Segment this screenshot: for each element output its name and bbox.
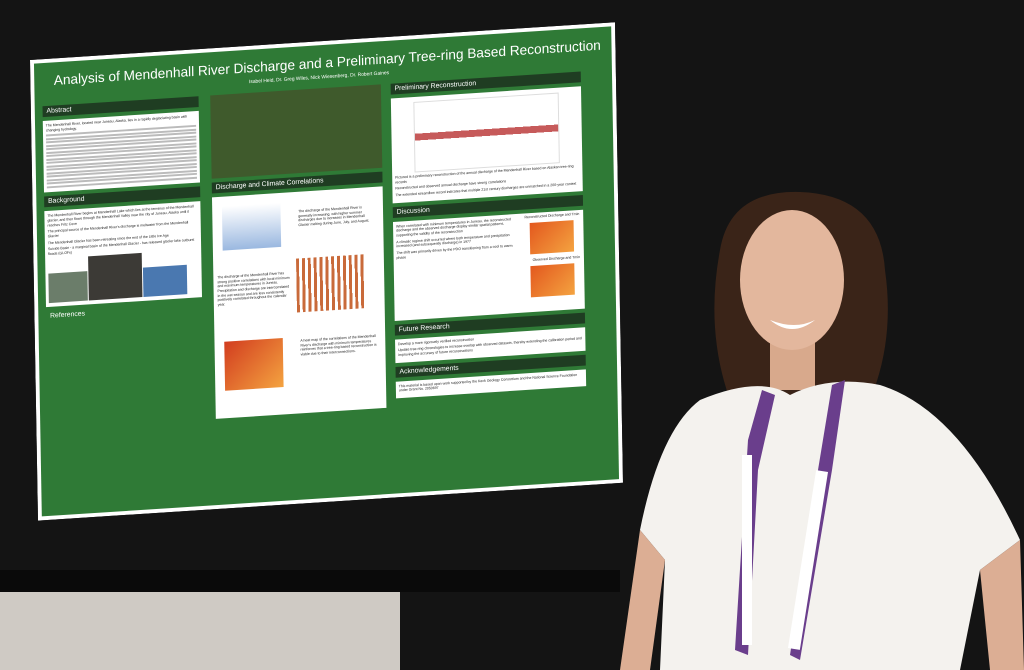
column: Discharge and Climate Correlations The d… xyxy=(210,84,387,419)
column: Preliminary Reconstruction Pictured is a… xyxy=(390,71,587,399)
board-edge xyxy=(0,570,620,592)
smile xyxy=(770,320,815,329)
column: Abstract The Mendenhall River, located n… xyxy=(42,96,203,322)
lanyard-white xyxy=(787,470,829,650)
background: The Mendenhall River begins at Mendenhal… xyxy=(44,201,203,308)
text: The discharge of the Mendenhall River ha… xyxy=(217,271,290,307)
poster-object: Analysis of Mendenhall River Discharge a… xyxy=(30,22,623,521)
map-label: Observed Discharge and Tmin xyxy=(532,254,581,262)
poster-group: Analysis of Mendenhall River Discharge a… xyxy=(30,22,623,521)
face xyxy=(740,210,844,350)
discussion: Reconstructed Discharge and Tmin Observe… xyxy=(392,209,585,321)
arm xyxy=(980,540,1024,670)
forest-photo xyxy=(210,84,383,179)
photos xyxy=(48,249,199,304)
poster: Analysis of Mendenhall River Discharge a… xyxy=(30,22,623,521)
correlations: The discharge of the Mendenhall River is… xyxy=(211,186,387,419)
lanyard-white xyxy=(742,455,752,645)
floor xyxy=(0,585,400,670)
text: The discharge of the Mendenhall River is… xyxy=(298,205,370,228)
reconstruction: Pictured is a preliminary reconstruction… xyxy=(390,86,583,204)
arm xyxy=(620,530,665,670)
poster-green: Analysis of Mendenhall River Discharge a… xyxy=(33,26,620,517)
text: A heat map of the correlations of the Me… xyxy=(300,333,377,357)
person xyxy=(620,191,1024,670)
map-label: Reconstructed Discharge and Tmin xyxy=(524,211,580,220)
abstract: The Mendenhall River, located near Junea… xyxy=(42,110,201,193)
shirt xyxy=(640,381,1020,670)
